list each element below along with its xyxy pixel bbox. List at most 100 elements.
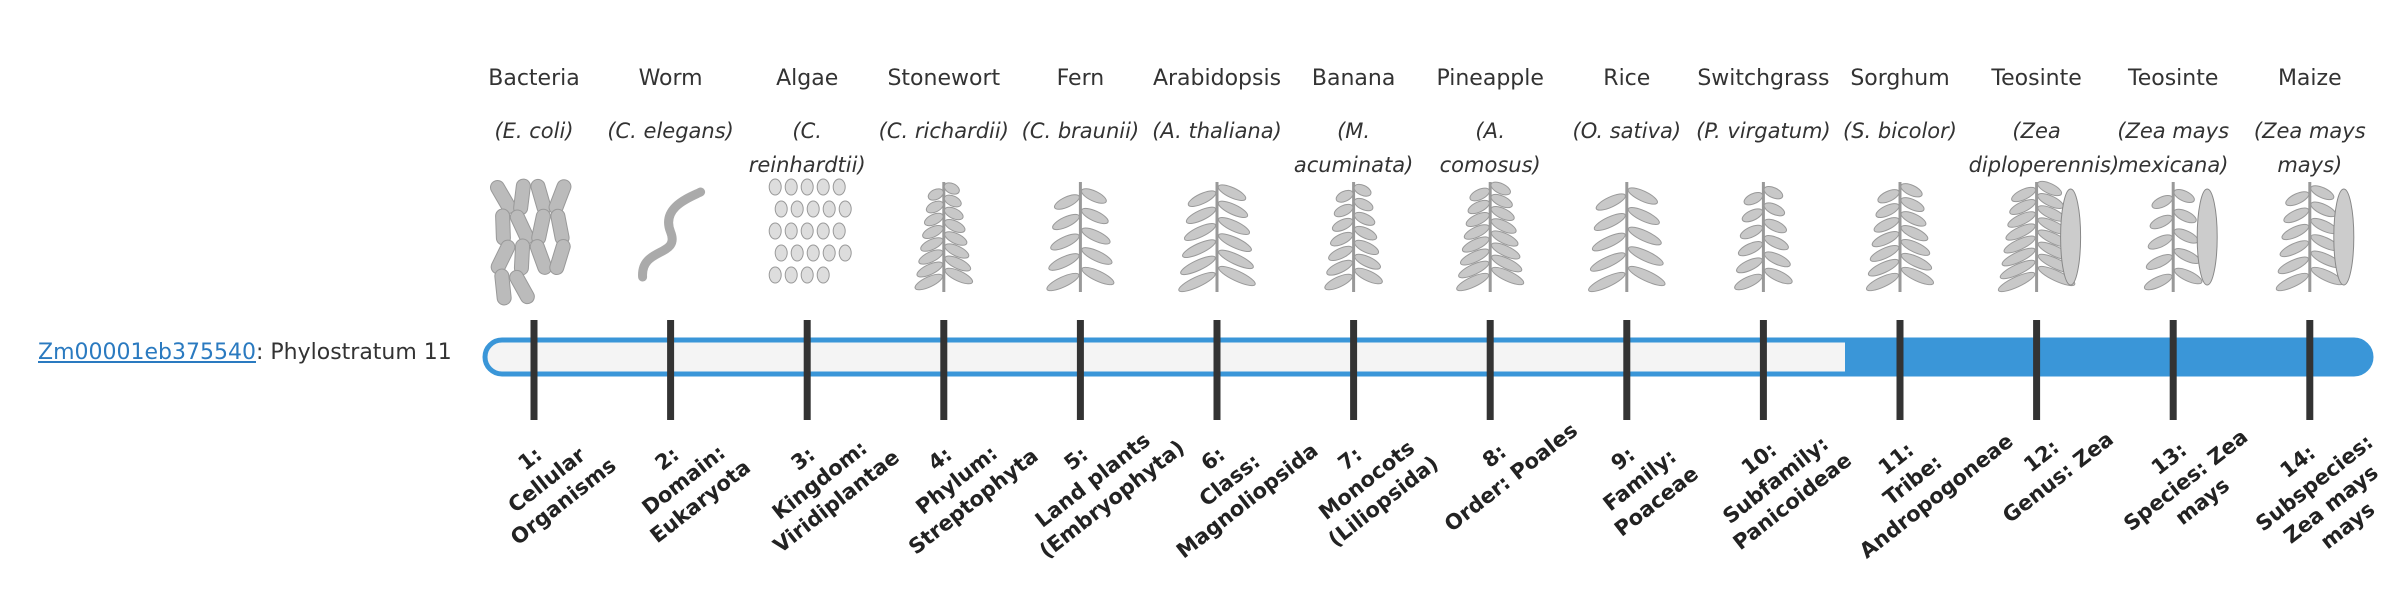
icon-part [2145,254,2173,270]
icon-part [1491,266,1525,286]
icon-part [800,178,814,196]
icon-part [2173,189,2195,203]
icon-part [1081,266,1115,286]
icon-part [2147,234,2173,250]
icon-part [1354,225,1378,241]
organism-species: (C. elegans) [607,119,734,143]
icon-part [1628,265,1666,287]
organism-name: Fern [1056,66,1105,91]
organism-species: (E. coli) [494,119,574,143]
icon-part [784,222,798,240]
icon-part [1046,272,1080,292]
gene-label: : Phylostratum 11 [255,340,452,365]
icon-part [1081,247,1113,265]
icon-part [1869,244,1900,262]
icon-part [1595,193,1626,211]
icon-part [914,273,944,291]
organism-species: (C. richardii) [878,119,1009,143]
organism-icon [768,178,852,284]
icon-part [1734,273,1763,291]
organism-name: Banana [1311,66,1396,91]
icon-part [1867,258,1900,277]
organism-name: Teosinte [1991,66,2082,91]
icon-part [2001,247,2036,267]
icon-part [1354,267,1383,285]
icon-part [1588,271,1626,293]
icon-part [1333,203,1354,218]
icon-part [1178,271,1216,293]
icon-part [1331,217,1354,232]
icon-part [2037,180,2063,197]
icon-part [944,255,972,272]
icon-part [768,178,782,196]
icon-part [806,244,820,262]
organism-species: (S. bicolor) [1843,119,1957,143]
icon-part [1463,224,1490,240]
icon-part [1763,202,1786,217]
icon-part [1218,249,1254,270]
icon-part [790,244,804,262]
organism-icon [490,178,572,306]
icon-part [1080,188,1107,204]
organism-name: Algae [776,66,839,91]
icon-part [1490,206,1515,221]
icon-part [2279,240,2310,258]
organism-icon [1865,182,1935,292]
icon-part [944,267,974,285]
icon-part [927,188,944,201]
icon-part [774,200,788,218]
icon-part [1048,253,1080,271]
icon-part [816,222,830,240]
icon-part [774,244,788,262]
icon-part [1218,265,1256,287]
icon-part [1591,232,1626,252]
icon-part [784,178,798,196]
icon-part [1900,252,1933,271]
icon-part [638,187,706,282]
organism-name: Switchgrass [1697,66,1830,91]
icon-part [1324,273,1353,291]
icon-part [1627,246,1664,266]
icon-part [1465,212,1490,227]
organism-name: Rice [1603,66,1651,91]
icon-part [1081,207,1109,225]
organism-icon [2275,182,2355,292]
icon-part [1873,217,1900,233]
icon-part [1900,211,1927,227]
icon-part [2283,207,2310,224]
organism-species: (A. comosus) [1439,119,1541,177]
columns [490,178,2355,420]
icon-part [1737,241,1763,257]
icon-part [1741,208,1764,223]
icon-part [816,178,830,196]
organism-species: (Zea mays mays) [2253,119,2366,177]
timeline-fill [1845,340,2371,374]
icon-part [923,212,944,227]
icon-part [1330,231,1354,247]
gene-link[interactable]: Zm00001eb375540 [38,340,256,365]
organism-icon [638,187,706,282]
icon-part [2143,273,2173,291]
organism-species: (C. reinhardtii) [748,119,866,177]
icon-part [2173,267,2203,285]
icon-part [1459,248,1490,266]
icon-part [2285,191,2310,207]
icon-part [2310,185,2335,201]
icon-part [509,209,535,245]
icon-part [838,200,852,218]
icon-part [1354,253,1381,270]
icon-part [944,219,966,233]
timeline-fill-edge [1845,340,1885,374]
organism-icon [2143,182,2218,292]
organism-name: Bacteria [488,66,580,91]
icon-part [1627,207,1660,225]
organism-species: (O. sativa) [1572,119,1682,143]
icon-part [1183,223,1217,241]
gene-line: Zm00001eb375540: Phylostratum 11 [38,340,452,365]
icon-part [1053,194,1080,210]
icon-part [2281,223,2310,241]
icon-part [944,243,970,259]
organism-icon [1588,182,1666,293]
icon-part [1458,260,1490,279]
icon-part [1187,190,1217,207]
